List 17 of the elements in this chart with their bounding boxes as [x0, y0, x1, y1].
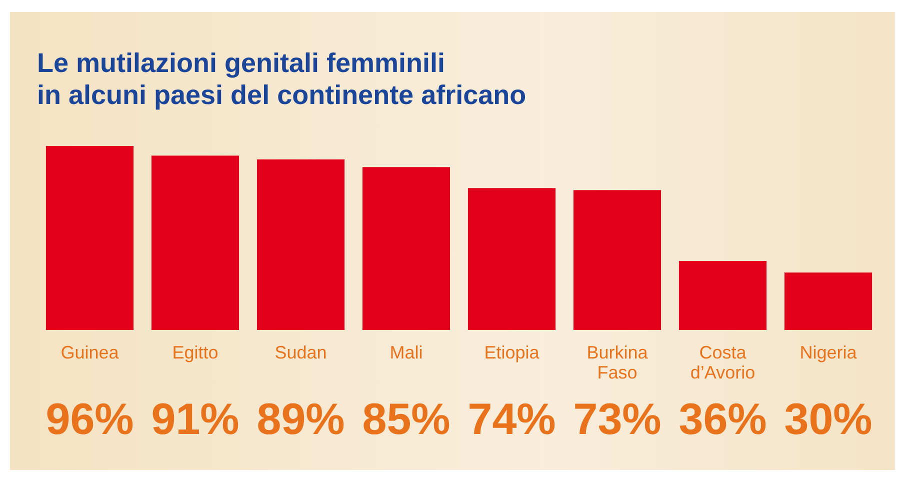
chart-title: Le mutilazioni genitali femminili in alcuni paesi del continente africano	[37, 48, 526, 110]
data-label: 30%	[784, 395, 872, 444]
x-tick-label: Costa d’Avorio	[690, 342, 756, 382]
data-label: 74%	[468, 395, 556, 444]
data-label: 85%	[362, 395, 450, 444]
x-tick-label: Sudan	[274, 342, 327, 362]
data-label: 36%	[678, 395, 767, 444]
x-tick-label: Etiopia	[484, 342, 540, 362]
data-label: 91%	[151, 395, 240, 444]
data-label: 89%	[256, 395, 345, 444]
x-tick-label: Guinea	[60, 342, 120, 362]
data-label: 96%	[46, 395, 134, 444]
data-label: 73%	[573, 395, 662, 444]
x-tick-label: Nigeria	[800, 342, 858, 362]
x-tick-label: Mali	[390, 342, 423, 362]
x-tick-label: Egitto	[172, 342, 218, 362]
x-tick-label: Burkina Faso	[586, 342, 649, 382]
